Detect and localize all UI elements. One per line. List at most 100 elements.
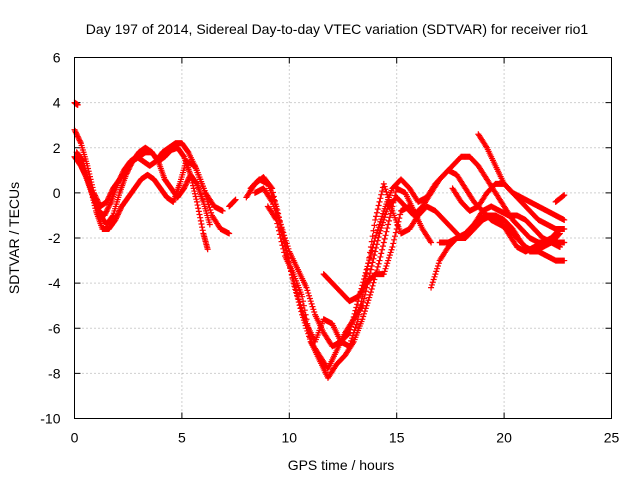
x-tick-label: 15 [389, 430, 405, 446]
data-point [112, 216, 119, 223]
data-point [367, 289, 374, 296]
data-point [199, 227, 206, 234]
data-point [376, 198, 383, 205]
data-point [379, 246, 386, 253]
data-point [353, 321, 360, 328]
y-tick-label: 6 [53, 50, 61, 66]
data-point [391, 196, 398, 203]
data-point [283, 240, 290, 247]
data-point [190, 185, 197, 192]
data-point [300, 302, 307, 309]
data-point [366, 257, 373, 264]
x-axis-label: GPS time / hours [288, 457, 395, 473]
data-point [434, 265, 441, 272]
data-point [366, 294, 373, 301]
data-point [195, 205, 202, 212]
data-point [371, 238, 378, 245]
data-point [182, 182, 189, 189]
data-point [483, 143, 490, 150]
data-point [273, 216, 280, 223]
chart-title: Day 197 of 2014, Sidereal Day-to-day VTE… [86, 21, 589, 37]
data-point [373, 232, 380, 239]
data-point [432, 271, 439, 278]
x-tick-label: 0 [71, 430, 79, 446]
data-point [107, 200, 114, 207]
data-point [180, 152, 187, 159]
data-point [561, 257, 568, 264]
data-point [385, 257, 392, 264]
data-point [369, 259, 376, 266]
data-point [106, 201, 113, 208]
data-point [392, 229, 399, 236]
data-point [76, 137, 83, 144]
y-tick-label: 2 [53, 140, 61, 156]
y-tick-label: -10 [40, 411, 60, 427]
data-point [429, 279, 436, 286]
data-point [390, 240, 397, 247]
data-point [118, 172, 125, 179]
data-point [373, 213, 380, 220]
data-point [354, 301, 361, 308]
data-point [181, 185, 188, 192]
data-point [350, 313, 357, 320]
data-point [300, 298, 307, 305]
data-point [305, 290, 312, 297]
data-point [80, 169, 87, 176]
data-point [384, 225, 391, 232]
data-point [380, 180, 387, 187]
data-point [385, 217, 392, 224]
y-axis-label: SDTVAR / TECUs [6, 182, 22, 294]
data-point [276, 231, 283, 238]
data-point [275, 227, 282, 234]
data-point [304, 320, 311, 327]
data-point [301, 307, 308, 314]
data-point [305, 325, 312, 332]
data-point [194, 202, 201, 209]
data-point [113, 214, 120, 221]
data-point [387, 210, 394, 217]
grid [74, 57, 612, 419]
data-point [377, 218, 384, 225]
data-point [206, 221, 213, 228]
data-point [435, 260, 442, 267]
data-point [348, 323, 355, 330]
data-point [373, 209, 380, 216]
data-point [395, 218, 402, 225]
data-point [117, 175, 124, 182]
data-point [390, 199, 397, 206]
data-point [378, 216, 385, 223]
data-point [391, 192, 398, 199]
data-point [368, 247, 375, 254]
data-point [204, 246, 211, 253]
data-point [358, 304, 365, 311]
data-point [306, 334, 313, 341]
data-points [71, 99, 568, 381]
data-point [274, 220, 281, 227]
data-point [369, 282, 376, 289]
data-point [361, 276, 368, 283]
data-point [193, 179, 200, 186]
data-point [72, 128, 79, 135]
data-point [309, 303, 316, 310]
data-point [345, 330, 352, 337]
data-point [118, 171, 125, 178]
data-point [298, 308, 305, 315]
data-point [361, 295, 368, 302]
x-tick-label: 5 [178, 430, 186, 446]
data-point [208, 209, 215, 216]
data-point [196, 211, 203, 218]
data-point [383, 262, 390, 269]
data-point [382, 265, 389, 272]
data-point [368, 285, 375, 292]
data-point [77, 138, 84, 145]
data-point [183, 179, 190, 186]
data-point [181, 184, 188, 191]
data-point [385, 254, 392, 261]
data-point [386, 252, 393, 259]
data-point [197, 217, 204, 224]
data-point [379, 210, 386, 217]
data-point [561, 192, 568, 199]
data-point [385, 221, 392, 228]
data-point [102, 209, 109, 216]
data-point [388, 246, 395, 253]
